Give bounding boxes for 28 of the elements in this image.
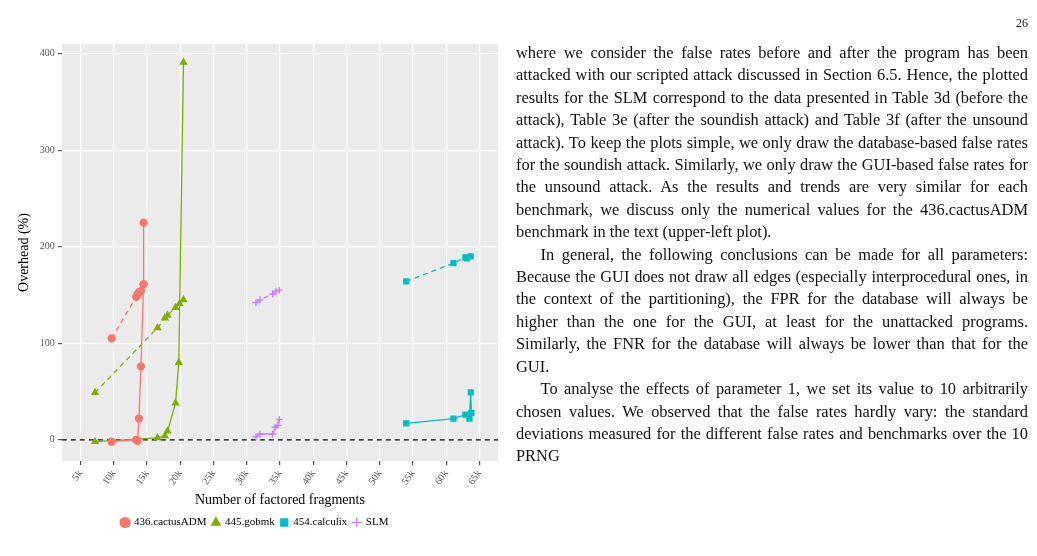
legend-label: SLM	[365, 515, 389, 528]
y-tick-label: 0	[49, 433, 55, 445]
x-tick-label: 60k	[432, 467, 450, 487]
y-tick-label: 100	[39, 336, 55, 348]
x-tick-label: 5k	[69, 467, 85, 483]
y-tick-label: 300	[39, 143, 55, 155]
x-tick-label: 25k	[199, 467, 218, 487]
x-tick-label: 65k	[465, 467, 484, 487]
x-tick-label: 35k	[266, 467, 284, 487]
x-tick-label: 45k	[332, 467, 351, 487]
y-tick-label: 200	[39, 240, 55, 252]
x-tick-label: 10k	[99, 467, 118, 487]
x-tick-label: 50k	[365, 467, 384, 487]
text: 26	[1015, 16, 1028, 30]
x-tick-label: 55k	[399, 467, 417, 487]
legend-label: 436.cactusADM	[134, 515, 207, 528]
y-tick-label: 400	[39, 47, 55, 59]
x-tick-label: 15k	[133, 467, 151, 487]
text: In general, the following conclusions can be made for all parameters: Because the GUI does not draw all edges (especially interprocedural ones, in the context of the partitioning), the FPR for the database will always be higher than the one for the GUI, at least for the unattacked programs. Similarly, the FNR for the database will always be lower than that for the GUI.	[516, 243, 1028, 378]
y-axis-title: Overhead (%)	[16, 212, 33, 292]
x-axis-title: Number of factored fragments	[194, 492, 365, 508]
legend-label: 454.calculix	[293, 515, 348, 528]
text: where we consider the false rates before and after the program has been attacked with our scripted attack discussed in Section 6.5. Hence, the plotted results for the SLM correspond to the data presented in Table 3d (before the attack), Table 3e (after the soundish attack) and Table 3f (after the unsound attack). To keep the plots simple, we only draw the database-based false rates for the soundish attack. Similarly, we only draw the GUI-based false rates for the unsound attack. As the results and trends are very similar for each benchmark, we discuss only the numerical values for the 436.cactusADM benchmark in the text (upper-left plot).	[516, 43, 1028, 242]
x-tick-label: 30k	[232, 467, 251, 487]
x-tick-label: 20k	[166, 467, 184, 487]
text: To analyse the effects of parameter 1, we set its value to 10 arbitrarily chosen values. We observed that the false rates hardly vary: the standard deviations measured for the different false rates and benchmarks over the 10 PRNG	[516, 378, 1028, 468]
x-tick-label: 40k	[299, 467, 317, 487]
legend-label: 445.gobmk	[224, 515, 276, 528]
